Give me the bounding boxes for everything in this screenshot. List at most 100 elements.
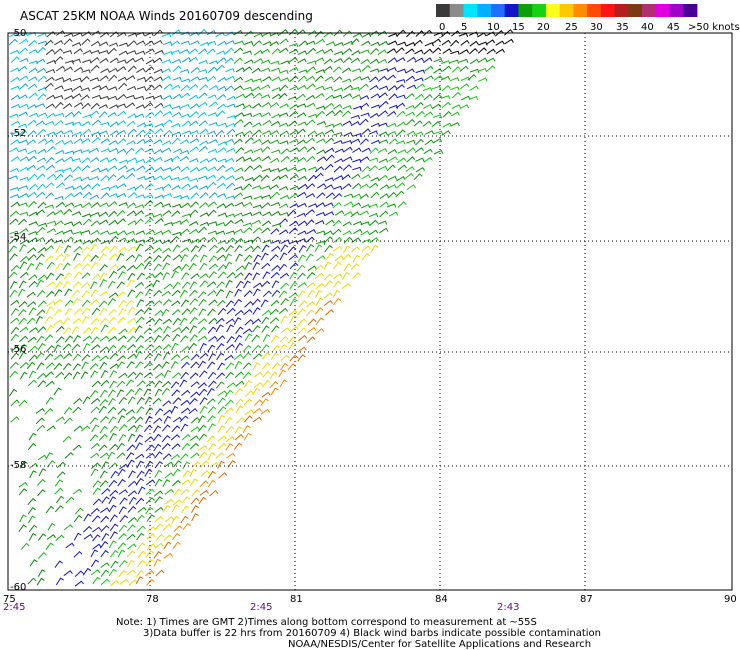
wind-barb: [81, 361, 89, 370]
wind-barb: [171, 111, 182, 118]
wind-barb: [153, 551, 162, 559]
wind-barb: [154, 408, 164, 416]
wind-barb: [324, 102, 335, 109]
wind-barb: [98, 433, 108, 441]
wind-barb: [116, 452, 126, 459]
wind-barb: [154, 451, 163, 459]
wind-barb: [297, 220, 308, 227]
wind-barb: [55, 416, 65, 423]
wind-barb: [226, 182, 236, 190]
wind-barb: [91, 515, 101, 523]
wind-barb: [308, 113, 318, 119]
map-frame: [7, 32, 733, 591]
wind-barb: [98, 253, 107, 261]
wind-barb: [36, 309, 46, 316]
wind-barb: [180, 84, 190, 91]
wind-barb: [82, 396, 91, 405]
wind-barb: [252, 78, 263, 83]
wind-barb: [143, 306, 153, 315]
wind-barb: [108, 308, 117, 316]
wind-barb: [405, 68, 415, 74]
wind-barb: [126, 459, 135, 468]
colorbar-swatch: [669, 4, 684, 17]
wind-barb: [29, 60, 39, 65]
wind-barb: [243, 254, 253, 262]
wind-barb: [305, 75, 316, 82]
wind-barb: [413, 173, 423, 180]
wind-barb: [28, 76, 38, 82]
colorbar-tick-label: 45: [667, 22, 680, 33]
wind-barb: [116, 129, 127, 136]
wind-barb: [386, 74, 396, 81]
wind-barb: [17, 123, 28, 128]
wind-barb: [9, 289, 18, 298]
wind-barb: [144, 40, 155, 46]
wind-barb: [143, 194, 154, 199]
wind-barb: [361, 252, 371, 261]
wind-barb: [226, 452, 236, 459]
wind-barb: [261, 391, 271, 398]
wind-barb: [424, 75, 434, 81]
wind-barb: [173, 488, 183, 496]
wind-barb: [190, 416, 200, 424]
wind-barb: [323, 65, 333, 72]
wind-barb: [54, 560, 63, 568]
wind-barb: [324, 76, 334, 82]
wind-barb: [145, 460, 154, 469]
wind-barb: [73, 308, 83, 315]
wind-barb: [37, 274, 47, 281]
wind-barb: [217, 362, 226, 371]
wind-barb: [243, 398, 253, 406]
wind-barb: [199, 140, 209, 146]
wind-barb: [145, 497, 155, 504]
wind-barb: [414, 93, 425, 100]
wind-barb: [441, 39, 451, 46]
wind-barb: [197, 382, 207, 389]
wind-barb: [161, 183, 172, 190]
wind-barb: [153, 57, 163, 64]
wind-barb: [215, 230, 226, 235]
wind-barb: [180, 488, 190, 496]
wind-barb: [72, 77, 82, 82]
wind-barb: [116, 148, 127, 154]
wind-barb: [27, 149, 37, 155]
wind-barb: [244, 261, 252, 270]
wind-barb: [279, 203, 289, 209]
wind-barb: [154, 201, 164, 208]
wind-barb: [98, 85, 109, 91]
wind-barb: [90, 468, 99, 477]
wind-barb: [47, 220, 57, 225]
wind-barb: [242, 362, 252, 370]
wind-barb: [136, 299, 145, 308]
wind-barb: [99, 95, 110, 101]
wind-barb: [270, 299, 280, 307]
wind-barb: [182, 522, 191, 531]
wind-barb: [431, 103, 442, 110]
wind-barb: [54, 56, 64, 63]
wind-barb: [99, 264, 108, 272]
wind-barb: [80, 425, 91, 432]
wind-barb: [143, 327, 153, 334]
wind-barb: [262, 271, 271, 280]
wind-barb: [153, 84, 163, 91]
wind-barb: [152, 345, 163, 352]
wind-barb: [28, 345, 38, 353]
wind-barb: [80, 371, 89, 380]
wind-barb: [17, 148, 28, 153]
wind-barb: [162, 247, 172, 254]
wind-barb: [145, 570, 155, 577]
wind-barb: [45, 76, 55, 83]
wind-barb: [35, 262, 44, 271]
wind-barb: [145, 166, 155, 173]
wind-barb: [296, 103, 307, 108]
wind-barb: [261, 325, 270, 333]
colorbar-swatch: [436, 4, 451, 17]
wind-barb: [333, 132, 343, 137]
wind-barb: [251, 387, 261, 396]
wind-barb: [396, 129, 406, 136]
wind-barb: [379, 193, 389, 200]
wind-barb: [208, 244, 218, 252]
wind-barb: [37, 300, 47, 308]
wind-barb: [28, 524, 38, 533]
wind-barb: [351, 94, 362, 100]
